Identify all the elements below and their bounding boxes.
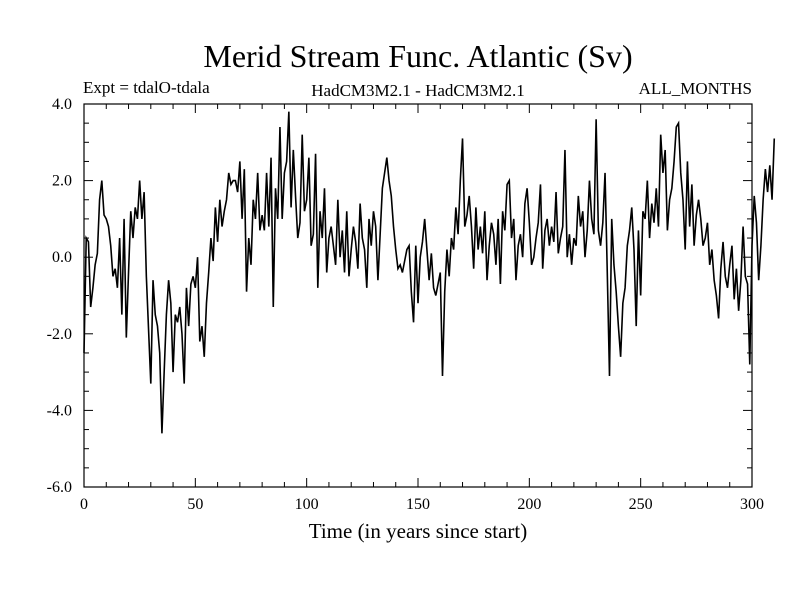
chart-subtitle-left: Expt = tdalO-tdala [83,78,210,97]
chart-subtitle-right: ALL_MONTHS [639,79,752,98]
x-tick-label: 100 [295,496,319,513]
plot-area [83,111,776,434]
y-tick-label: -4.0 [47,402,72,419]
axis-ticks: 0 50 100 150 200 250 300 -6.0 -4.0 -2.0 0.0 2.0 4.0 [47,96,764,513]
x-tick-label: 200 [517,496,541,513]
y-tick-label: -6.0 [47,479,72,496]
x-tick-label: 300 [740,496,764,513]
x-tick-label: 150 [406,496,430,513]
y-tick-label: 0.0 [52,249,72,266]
chart-subtitle-center: HadCM3M2.1 - HadCM3M2.1 [311,81,524,100]
y-tick-label: -2.0 [47,326,72,343]
y-tick-label: 2.0 [52,173,72,190]
chart-title: Merid Stream Func. Atlantic (Sv) [203,38,632,74]
x-tick-label: 0 [80,496,88,513]
x-axis-label: Time (in years since start) [309,519,528,543]
y-tick-label: 4.0 [52,96,72,113]
series-line-0 [83,111,776,434]
x-tick-label: 50 [187,496,203,513]
x-tick-label: 250 [629,496,653,513]
